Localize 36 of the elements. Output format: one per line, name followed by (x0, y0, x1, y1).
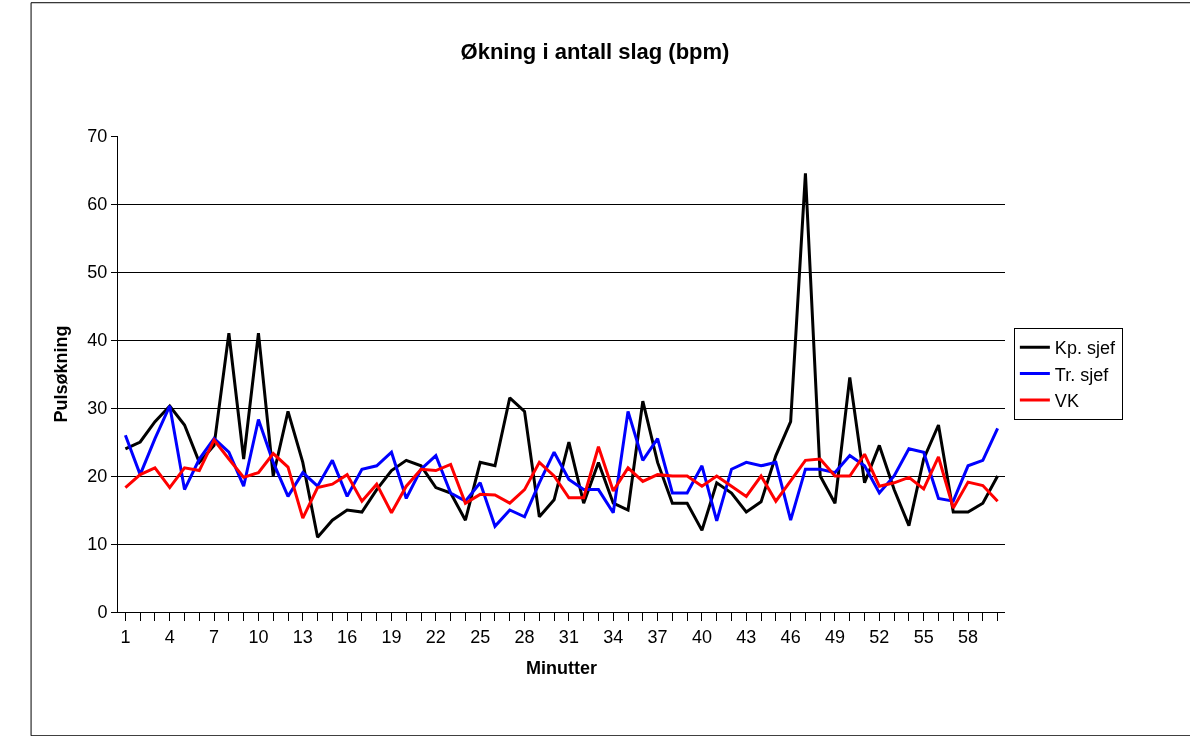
legend-label: Tr. sjef (1054, 364, 1110, 385)
x-tick-label: 19 (381, 626, 402, 647)
x-tick-label: 16 (337, 626, 358, 647)
y-tick-label: 20 (87, 466, 108, 487)
chart-title: Økning i antall slag (bpm) (460, 39, 730, 65)
y-axis-title: Pulsøkning (50, 325, 71, 423)
y-tick-label: 70 (87, 126, 108, 147)
x-tick-label: 7 (209, 626, 220, 647)
x-tick-label: 1 (120, 626, 131, 647)
x-tick-label: 34 (603, 626, 624, 647)
x-tick-label: 52 (869, 626, 890, 647)
line-series (123, 438, 1000, 520)
legend-label: VK (1054, 391, 1079, 412)
x-tick-label: 49 (824, 626, 846, 647)
y-tick-label: 60 (87, 194, 108, 215)
x-tick-label: 43 (736, 626, 757, 647)
line-series (123, 404, 1000, 528)
x-axis-title: Minutter (526, 657, 597, 678)
x-tick-label: 58 (958, 626, 979, 647)
x-tick-label: 40 (691, 626, 712, 647)
y-tick-label: 10 (87, 534, 108, 555)
x-tick-label: 22 (425, 626, 446, 647)
y-tick-label: 30 (87, 398, 108, 419)
x-tick-label: 13 (292, 626, 313, 647)
x-tick-label: 4 (164, 626, 175, 647)
x-tick-label: 31 (558, 626, 579, 647)
x-tick-label: 28 (514, 626, 535, 647)
x-tick-label: 46 (780, 626, 801, 647)
x-tick-label: 10 (248, 626, 269, 647)
x-tick-label: 37 (647, 626, 668, 647)
y-tick-label: 0 (97, 602, 108, 623)
y-tick-label: 50 (87, 262, 108, 283)
y-tick-label: 40 (87, 330, 108, 351)
legend-label: Kp. sjef (1054, 338, 1116, 359)
x-tick-label: 25 (470, 626, 491, 647)
x-tick-label: 55 (913, 626, 934, 647)
